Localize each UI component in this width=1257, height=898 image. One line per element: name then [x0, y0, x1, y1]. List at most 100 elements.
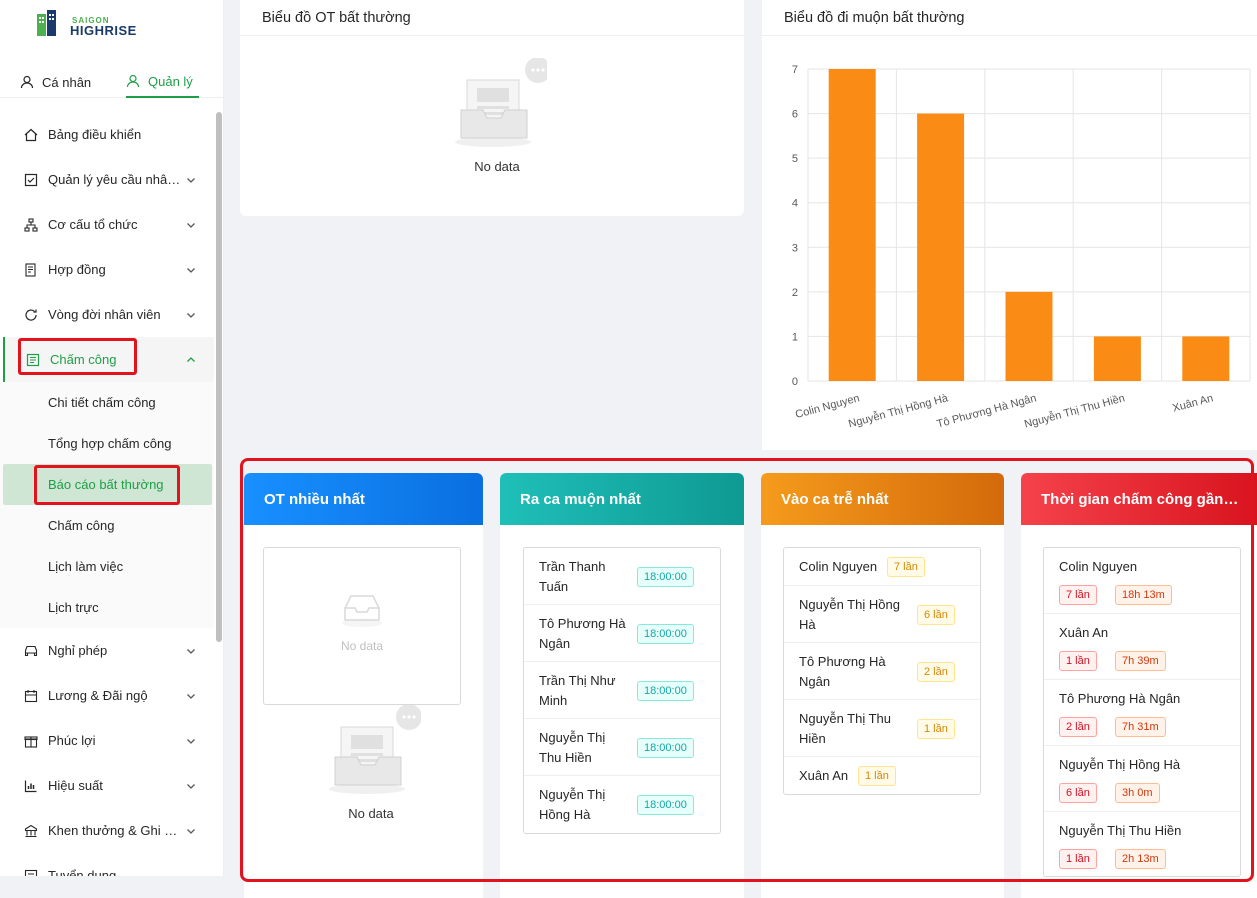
- list-item: Nguyễn Thị Hồng Hà 6 lần: [784, 586, 980, 643]
- tab-manage-label: Quản lý: [148, 73, 193, 89]
- list-item: Colin Nguyen 7 lần 18h 13m: [1044, 548, 1240, 614]
- y-tick-label: 5: [792, 153, 798, 165]
- employee-name: Nguyễn Thị Hồng Hà: [539, 785, 605, 825]
- sidebar-item-recruitment[interactable]: Tuyển dụng: [0, 853, 214, 876]
- sidebar-item-label: Lương & Đãi ngộ: [48, 688, 148, 703]
- x-tick-label: Nguyễn Thị Hồng Hà: [847, 391, 950, 430]
- empty-state: No data: [442, 57, 552, 174]
- sub-item-work-schedule[interactable]: Lịch làm việc: [48, 559, 124, 574]
- late-chart-card: Biểu đồ đi muộn bất thường 0 1 2 3 4 5 6 7 Colin…: [762, 0, 1257, 450]
- sidebar-item-label: Hợp đồng: [48, 262, 106, 277]
- salary-icon: [24, 689, 38, 702]
- count-badge: 7 lần: [887, 557, 925, 577]
- panel-late-in-title: Vào ca trễ nhất: [761, 473, 1004, 525]
- home-icon: [24, 128, 38, 141]
- duration-badge: 18h 13m: [1115, 585, 1172, 605]
- time-badge: 18:00:00: [637, 624, 694, 644]
- panel-recent-time-title-text: Thời gian chấm công gần nhất: [1041, 490, 1241, 508]
- tab-personal[interactable]: Cá nhân: [20, 66, 91, 98]
- list-item: Nguyễn Thị Hồng Hà 6 lần 3h 0m: [1044, 746, 1240, 812]
- sub-item-duty-schedule[interactable]: Lịch trực: [48, 600, 99, 615]
- sidebar-item-benefits[interactable]: Phúc lợi: [0, 718, 214, 763]
- x-tick-label: Colin Nguyen: [794, 392, 861, 421]
- ot-chart-card: Biểu đồ OT bất thường No data: [240, 0, 744, 216]
- panel-ot-most: OT nhiều nhất No data No data: [244, 473, 483, 898]
- count-badge: 1 lần: [1059, 651, 1097, 671]
- timesheet-submenu: Chi tiết chấm công Tổng hợp chấm công Bá…: [0, 382, 214, 628]
- y-tick-label: 0: [792, 376, 798, 388]
- sidebar-item-label: Quản lý yêu cầu nhân viên: [48, 172, 183, 187]
- car-icon: [24, 645, 38, 656]
- list-item: Nguyễn Thị Thu Hiền 18:00:00: [524, 719, 720, 776]
- employee-name-line1: Tô Phương Hà: [539, 616, 626, 631]
- bar[interactable]: [1182, 336, 1230, 381]
- user-icon: [20, 75, 34, 89]
- empty-text: No data: [474, 159, 520, 174]
- time-badge: 18:00:00: [637, 738, 694, 758]
- time-badge: 18:00:00: [637, 567, 694, 587]
- sidebar-item-label: Vòng đời nhân viên: [48, 307, 161, 322]
- sidebar-item-salary[interactable]: Lương & Đãi ngộ: [0, 673, 214, 718]
- sub-item-timesheet[interactable]: Chấm công: [48, 518, 115, 533]
- employee-name-line1: Nguyễn Thị Hồng: [799, 597, 900, 612]
- tab-manage[interactable]: Quản lý: [126, 66, 199, 98]
- duration-badge: 7h 39m: [1115, 651, 1166, 671]
- empty-inbox-icon: [342, 595, 382, 627]
- x-tick-label: Nguyễn Thị Thu Hiền: [1023, 391, 1126, 430]
- count-badge: 2 lần: [917, 662, 955, 682]
- panel-recent-time-title: Thời gian chấm công gần nhất: [1021, 473, 1257, 525]
- sidebar-item-lifecycle[interactable]: Vòng đời nhân viên: [0, 292, 214, 337]
- employee-name: Tô Phương Hà Ngân: [799, 652, 886, 692]
- employee-name: Xuân An: [1059, 625, 1109, 640]
- sidebar-item-requests[interactable]: Quản lý yêu cầu nhân viên: [0, 157, 214, 202]
- y-tick-label: 2: [792, 287, 798, 299]
- top-tabs: Cá nhân Quản lý: [0, 58, 223, 98]
- sidebar-item-label: Nghỉ phép: [48, 643, 108, 658]
- sidebar-item-org[interactable]: Cơ cấu tổ chức: [0, 202, 214, 247]
- employee-name: Trần Thanh Tuấn: [539, 557, 606, 597]
- employee-name-line2: Ngân: [799, 674, 831, 689]
- contract-icon: [25, 262, 36, 277]
- employee-name-line2: Thu Hiền: [539, 750, 592, 765]
- count-badge: 1 lần: [1059, 849, 1097, 869]
- company-logo[interactable]: SAIGON HIGHRISE: [36, 10, 156, 40]
- sidebar-item-contract[interactable]: Hợp đồng: [0, 247, 214, 292]
- x-tick-label: Xuân An: [1171, 392, 1214, 414]
- list-item: Xuân An 1 lần 7h 39m: [1044, 614, 1240, 680]
- empty-inbox-icon: [455, 57, 551, 147]
- panel-late-out-title: Ra ca muộn nhất: [500, 473, 744, 525]
- employee-name-line2: Tuấn: [539, 579, 569, 594]
- panel-late-in: Vào ca trễ nhất Colin Nguyen 7 lần Nguyễn …: [761, 473, 1004, 898]
- sub-item-timesheet-summary[interactable]: Tổng hợp chấm công: [48, 436, 172, 451]
- bar[interactable]: [1005, 291, 1053, 381]
- list-item: Tô Phương Hà Ngân 2 lần: [784, 643, 980, 700]
- employee-name-line2: Hiền: [799, 731, 826, 746]
- list-item: Trần Thanh Tuấn 18:00:00: [524, 548, 720, 605]
- y-tick-label: 1: [792, 331, 798, 343]
- sidebar-scrollbar[interactable]: [216, 112, 222, 642]
- panel-ot-most-title: OT nhiều nhất: [244, 473, 483, 525]
- y-tick-label: 3: [792, 242, 798, 254]
- empty-text: No data: [348, 806, 394, 821]
- sidebar-item-performance[interactable]: Hiệu suất: [0, 763, 214, 808]
- bar[interactable]: [917, 113, 965, 382]
- sidebar-item-dashboard[interactable]: Bảng điều khiển: [0, 112, 214, 157]
- sidebar-item-label: Tuyển dụng: [48, 868, 117, 876]
- ot-most-list: No data: [263, 547, 461, 705]
- bar[interactable]: [1093, 336, 1141, 381]
- bar[interactable]: [828, 69, 876, 381]
- sidebar-item-leave[interactable]: Nghỉ phép: [0, 628, 214, 673]
- sub-item-timesheet-detail[interactable]: Chi tiết chấm công: [48, 395, 156, 410]
- employee-name: Nguyễn Thị Hồng Hà: [799, 595, 900, 635]
- list-item: Tô Phương Hà Ngân 2 lần 7h 31m: [1044, 680, 1240, 746]
- sidebar-item-label: Phúc lợi: [48, 733, 96, 748]
- chevron-up-icon: [187, 356, 195, 362]
- employee-name-line2: Hà: [799, 617, 816, 632]
- chevron-down-icon: [187, 312, 195, 318]
- checkbox-icon: [24, 173, 38, 186]
- employee-name: Tô Phương Hà Ngân: [1059, 691, 1181, 706]
- sidebar-item-label: Bảng điều khiển: [48, 127, 142, 142]
- late-in-list: Colin Nguyen 7 lần Nguyễn Thị Hồng Hà 6 lần T…: [783, 547, 981, 795]
- employee-name: Xuân An: [799, 766, 848, 786]
- sidebar-item-rewards[interactable]: Khen thưởng & Ghi nhận: [0, 808, 214, 853]
